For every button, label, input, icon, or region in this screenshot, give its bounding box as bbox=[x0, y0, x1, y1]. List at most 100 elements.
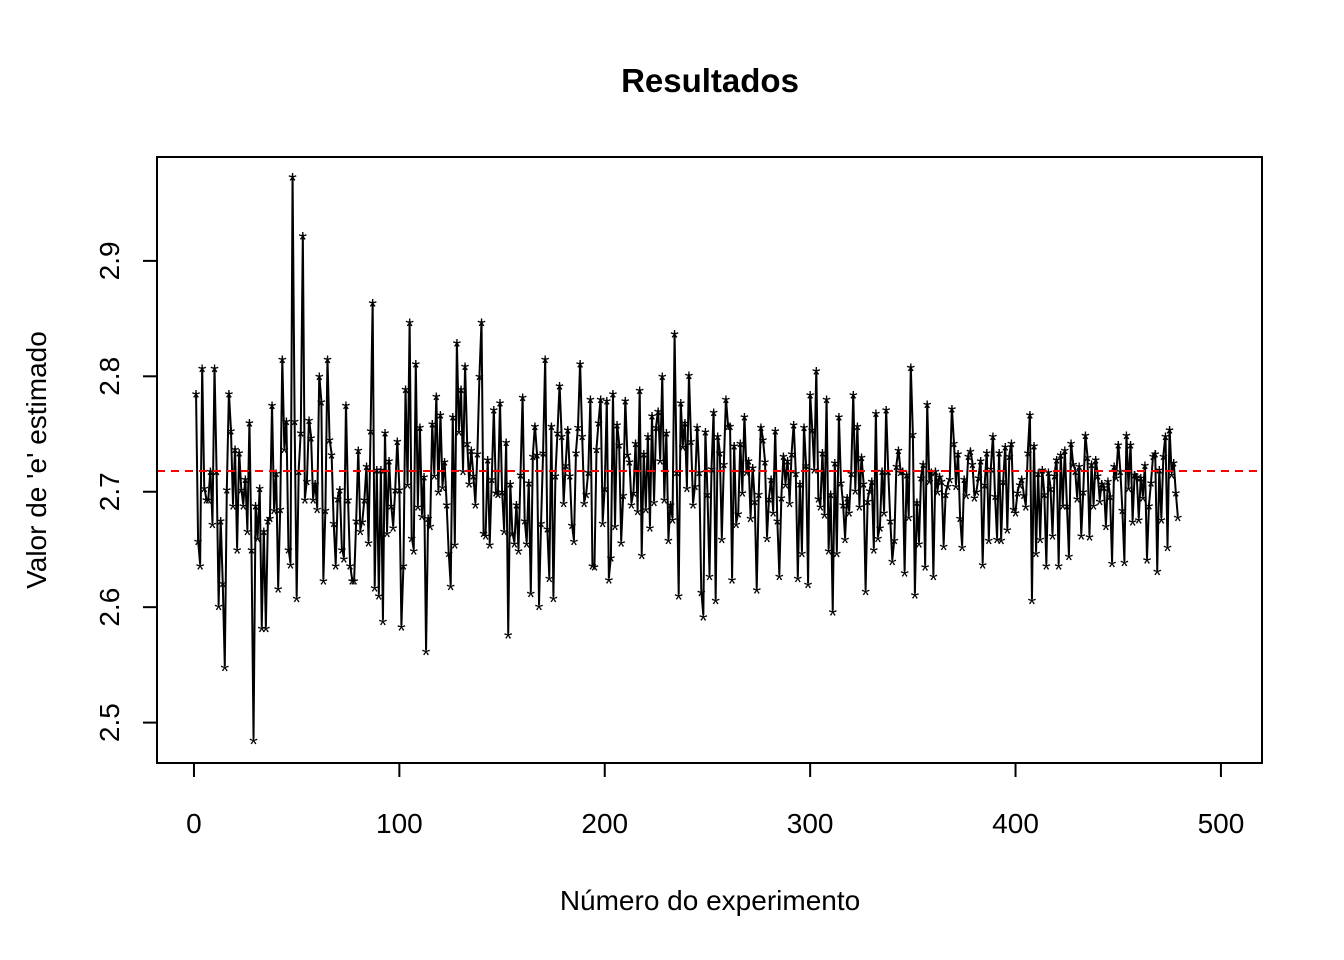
data-point: * bbox=[615, 436, 624, 461]
data-point: * bbox=[541, 351, 550, 376]
data-point: * bbox=[935, 469, 944, 494]
data-point: * bbox=[857, 449, 866, 474]
x-tick-label: 200 bbox=[581, 808, 628, 839]
data-point: * bbox=[943, 478, 952, 503]
data-point: * bbox=[372, 462, 381, 487]
data-point: * bbox=[1036, 531, 1045, 556]
data-point: * bbox=[510, 536, 519, 561]
data-point: * bbox=[1098, 476, 1107, 501]
data-point: * bbox=[520, 512, 529, 537]
data-point: * bbox=[490, 402, 499, 427]
data-point: * bbox=[611, 518, 620, 543]
data-point: * bbox=[648, 407, 657, 432]
data-point: * bbox=[578, 428, 587, 453]
data-point: * bbox=[381, 425, 390, 450]
data-point: * bbox=[1130, 466, 1139, 491]
data-point: * bbox=[483, 451, 492, 476]
data-point: * bbox=[1157, 511, 1166, 536]
data-point: * bbox=[658, 368, 667, 393]
data-point: * bbox=[683, 480, 692, 505]
data-point: * bbox=[794, 570, 803, 595]
data-point: * bbox=[804, 576, 813, 601]
data-point: * bbox=[627, 496, 636, 521]
data-point: * bbox=[870, 541, 879, 566]
data-point: * bbox=[459, 463, 468, 488]
data-point: * bbox=[220, 659, 229, 684]
data-point: * bbox=[818, 444, 827, 469]
data-point: * bbox=[687, 433, 696, 458]
data-point: * bbox=[878, 463, 887, 488]
data-point: * bbox=[223, 481, 232, 506]
data-point: * bbox=[1015, 477, 1024, 502]
data-point: * bbox=[284, 541, 293, 566]
data-point: * bbox=[290, 413, 299, 438]
data-point: * bbox=[1007, 435, 1016, 460]
data-point: * bbox=[1085, 529, 1094, 554]
data-point: * bbox=[336, 481, 345, 506]
data-point: * bbox=[508, 525, 517, 550]
data-point: * bbox=[282, 413, 291, 438]
data-point: * bbox=[453, 335, 462, 360]
data-point: * bbox=[327, 447, 336, 472]
data-point: * bbox=[670, 325, 679, 350]
data-point: * bbox=[1102, 518, 1111, 543]
data-point: * bbox=[580, 495, 589, 520]
data-point: * bbox=[370, 579, 379, 604]
data-point: * bbox=[732, 516, 741, 541]
data-point: * bbox=[1147, 474, 1156, 499]
data-point: * bbox=[216, 512, 225, 537]
data-point: * bbox=[366, 422, 375, 447]
data-point: * bbox=[806, 387, 815, 412]
data-point: * bbox=[280, 441, 289, 466]
data-point: * bbox=[596, 391, 605, 416]
data-point: * bbox=[1128, 514, 1137, 539]
data-point: * bbox=[401, 381, 410, 406]
data-point: * bbox=[681, 414, 690, 439]
data-point: * bbox=[286, 556, 295, 581]
data-point: * bbox=[1114, 436, 1123, 461]
data-point: * bbox=[820, 507, 829, 532]
data-point: * bbox=[1046, 480, 1055, 505]
data-point: * bbox=[1052, 451, 1061, 476]
data-point: * bbox=[978, 556, 987, 581]
data-point: * bbox=[941, 486, 950, 511]
data-point: * bbox=[251, 497, 260, 522]
data-point: * bbox=[711, 592, 720, 617]
data-point: * bbox=[894, 442, 903, 467]
data-point: * bbox=[1083, 449, 1092, 474]
data-point: * bbox=[886, 512, 895, 537]
data-point: * bbox=[960, 471, 969, 496]
data-point: * bbox=[872, 405, 881, 430]
data-point: * bbox=[888, 553, 897, 578]
data-point: * bbox=[356, 523, 365, 548]
data-point: * bbox=[849, 387, 858, 412]
data-point: * bbox=[333, 491, 342, 516]
data-point: * bbox=[212, 463, 221, 488]
data-point: * bbox=[594, 414, 603, 439]
data-point: * bbox=[769, 504, 778, 529]
data-point: * bbox=[843, 489, 852, 514]
data-point: * bbox=[695, 464, 704, 489]
data-point: * bbox=[270, 502, 279, 527]
data-point: * bbox=[1017, 471, 1026, 496]
data-point: * bbox=[192, 385, 201, 410]
data-point: * bbox=[814, 491, 823, 516]
data-point: * bbox=[931, 463, 940, 488]
data-point: * bbox=[383, 525, 392, 550]
data-point: * bbox=[247, 541, 256, 566]
data-point: * bbox=[362, 458, 371, 483]
data-point: * bbox=[1122, 427, 1131, 452]
data-point: * bbox=[407, 530, 416, 555]
data-point: * bbox=[344, 492, 353, 517]
data-point: * bbox=[726, 418, 735, 443]
data-point: * bbox=[598, 515, 607, 540]
y-tick-label: 2.8 bbox=[94, 357, 125, 396]
data-point: * bbox=[557, 428, 566, 453]
data-point: * bbox=[249, 732, 258, 757]
data-point: * bbox=[455, 424, 464, 449]
data-point: * bbox=[972, 484, 981, 509]
data-point: * bbox=[527, 585, 536, 610]
data-point: * bbox=[639, 445, 648, 470]
data-point: * bbox=[311, 476, 320, 501]
data-point: * bbox=[268, 397, 277, 422]
